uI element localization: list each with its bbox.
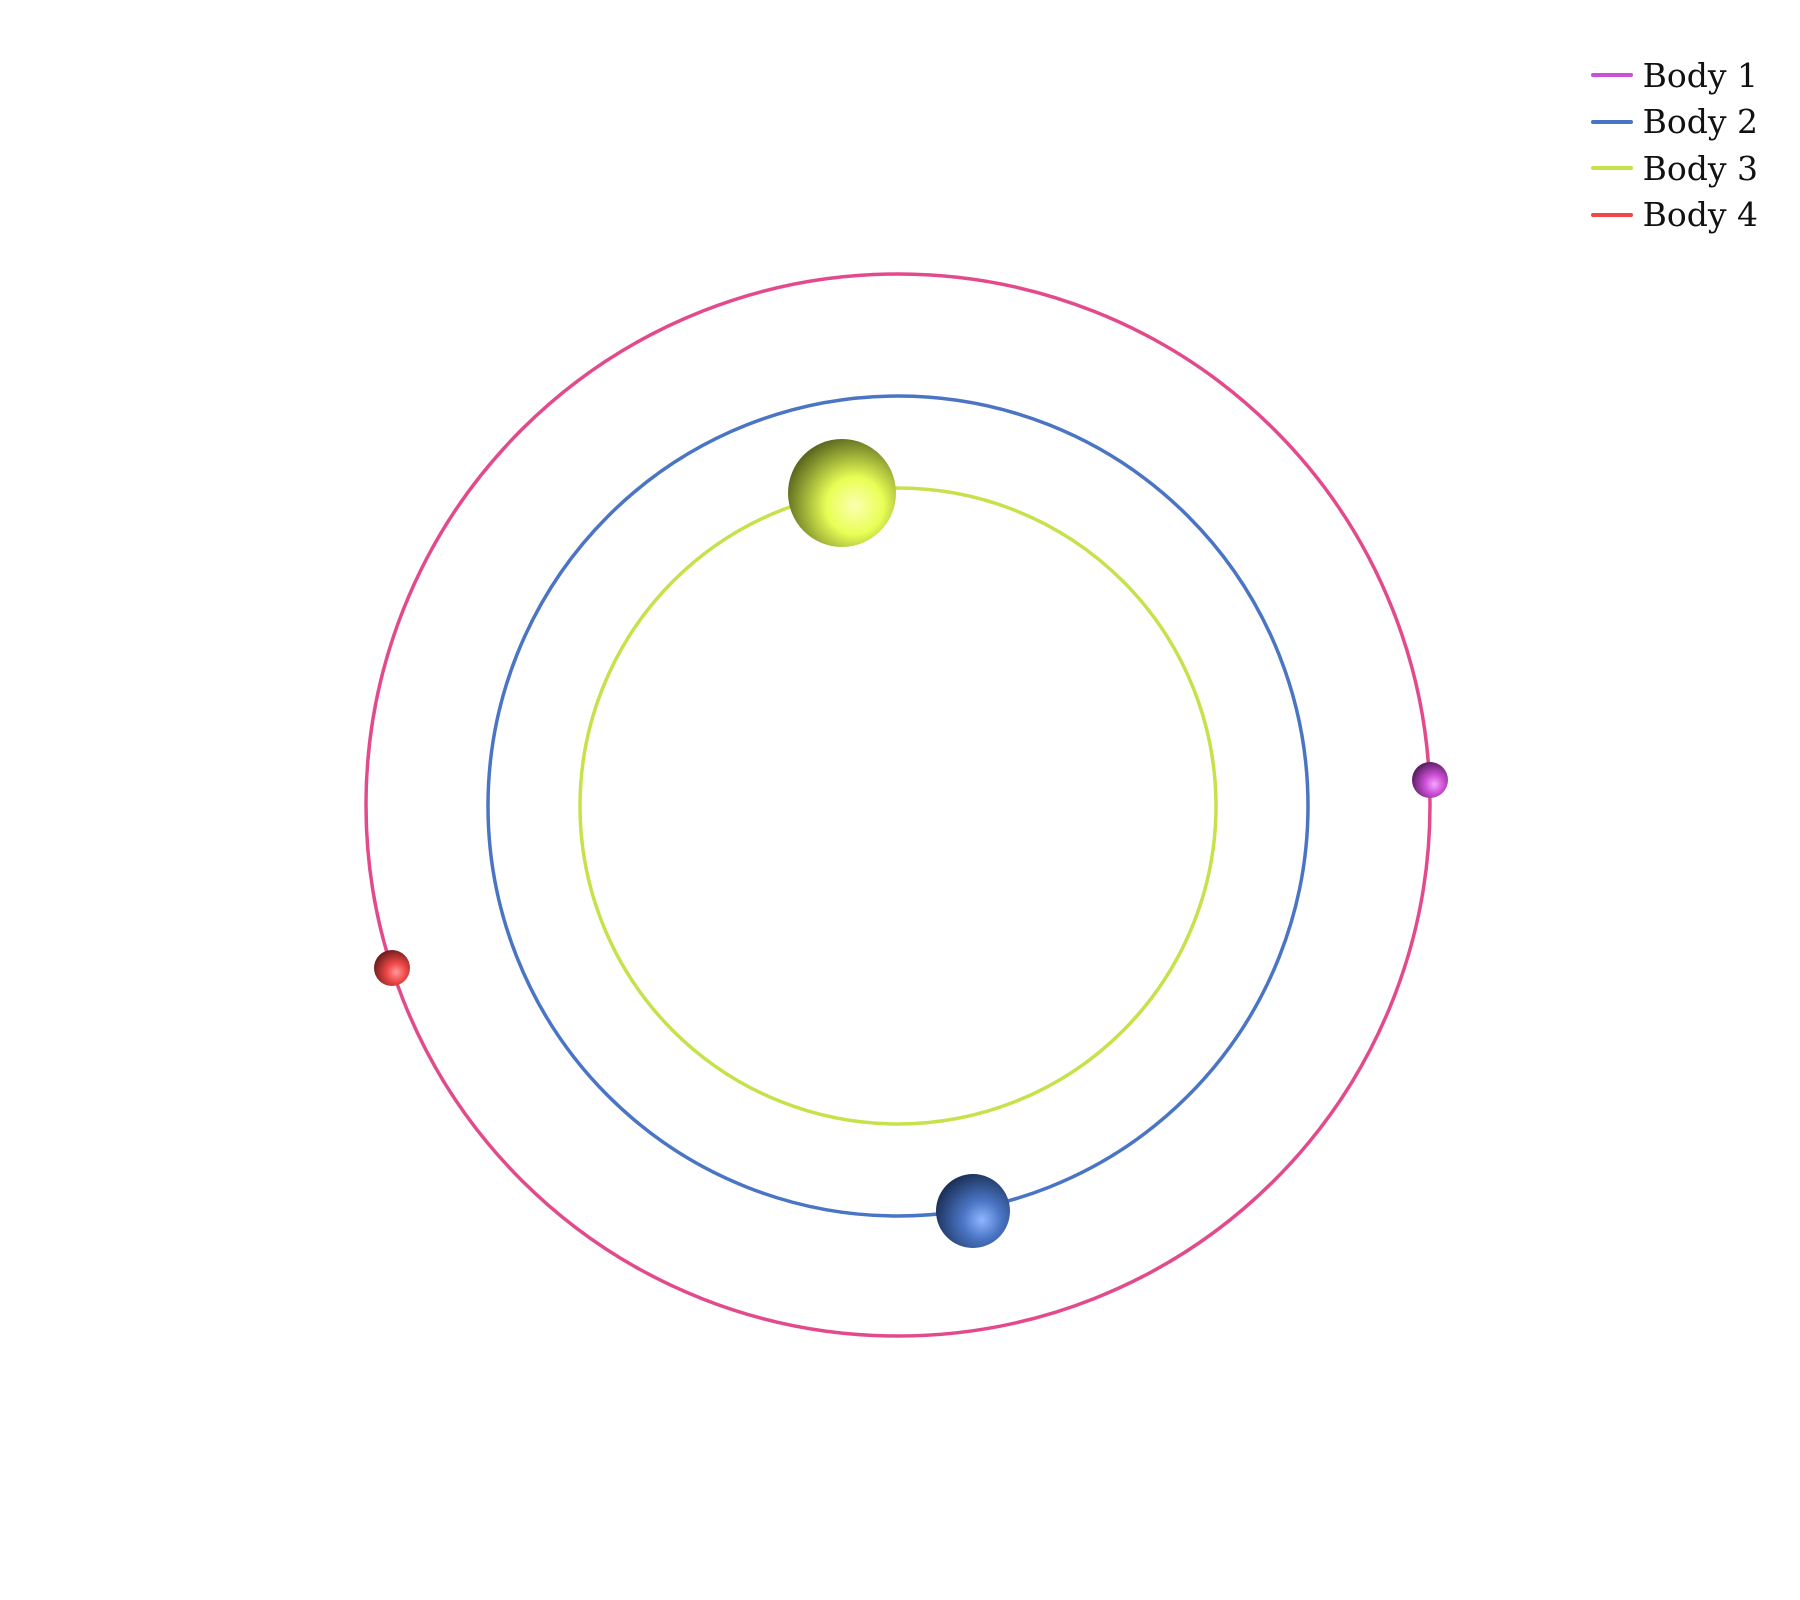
body-4-sphere [374,950,410,986]
body-2-sphere [936,1174,1010,1248]
legend: Body 1 Body 2 Body 3 Body 4 [1590,52,1758,239]
legend-swatch-body-3 [1590,166,1633,171]
legend-item-body-1: Body 1 [1590,52,1758,99]
orbit-body-2 [486,394,1310,1218]
legend-label-body-4: Body 4 [1642,195,1758,235]
legend-item-body-4: Body 4 [1590,192,1758,239]
orbit-body-1 [364,272,1432,1338]
legend-label-body-1: Body 1 [1642,55,1758,95]
legend-swatch-body-4 [1590,212,1633,217]
legend-swatch-body-1 [1590,73,1633,78]
orbit-body-3 [578,486,1218,1126]
legend-item-body-2: Body 2 [1590,99,1758,146]
body-3-sphere [788,439,896,547]
legend-label-body-2: Body 2 [1642,102,1758,142]
body-1-sphere [1412,762,1448,798]
legend-swatch-body-2 [1590,119,1633,124]
legend-item-body-3: Body 3 [1590,145,1758,192]
legend-label-body-3: Body 3 [1642,148,1758,188]
